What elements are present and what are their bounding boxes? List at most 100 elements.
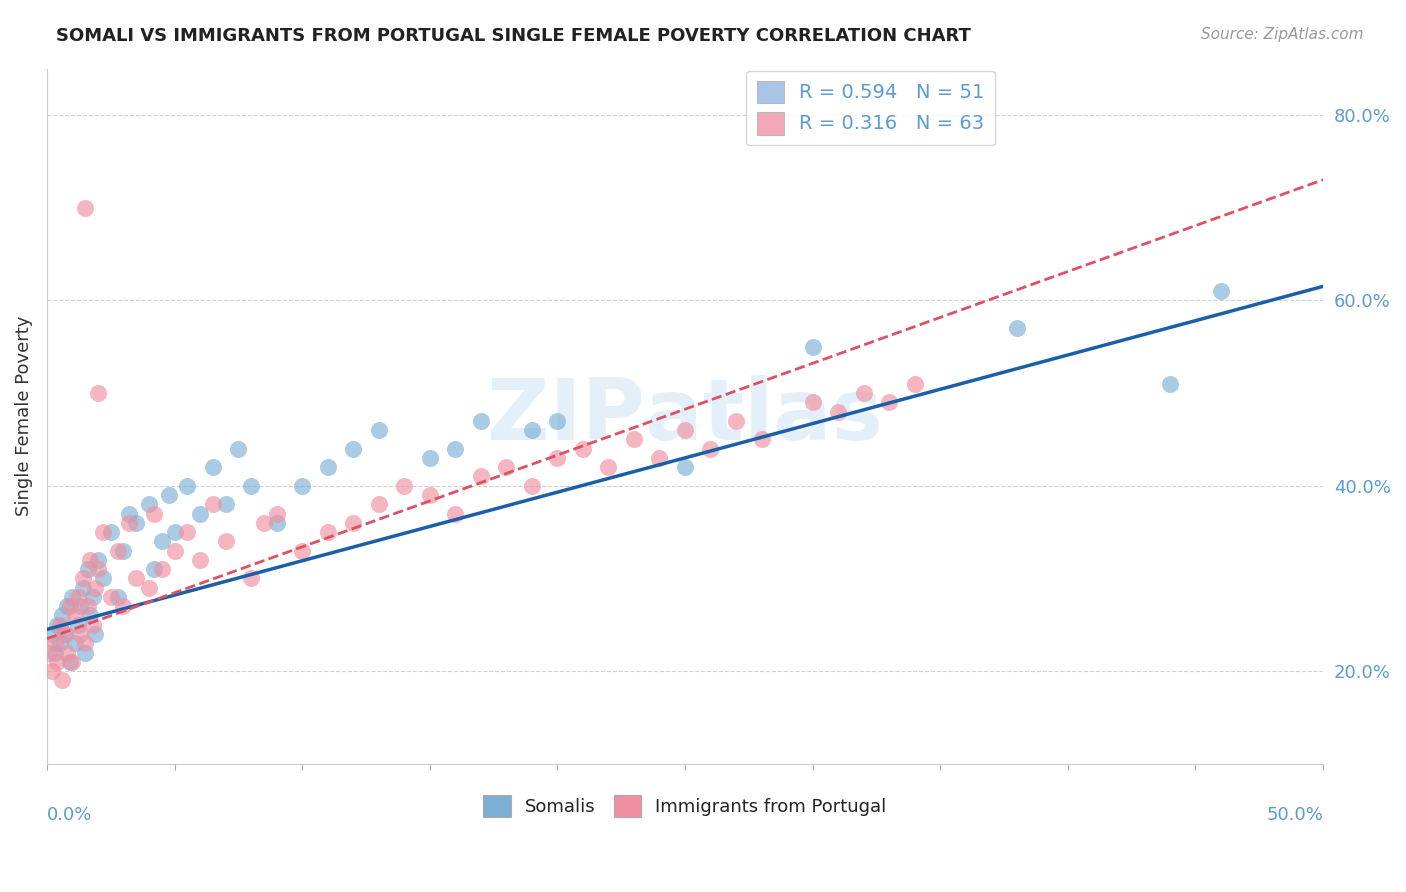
Point [546, 450, 568, 465]
Point [163, 524, 186, 539]
Point [38, 646, 60, 660]
Point [75, 636, 97, 650]
Point [291, 479, 314, 493]
Point [367, 423, 389, 437]
Point [112, 543, 135, 558]
Point [91, 524, 114, 539]
Point [62, 590, 84, 604]
Point [84, 581, 107, 595]
Point [138, 581, 160, 595]
Point [444, 507, 467, 521]
Point [266, 516, 288, 530]
Point [572, 442, 595, 456]
Point [240, 479, 263, 493]
Point [117, 507, 139, 521]
Point [62, 655, 84, 669]
Point [673, 460, 696, 475]
Point [520, 423, 543, 437]
Point [163, 543, 186, 558]
Point [125, 571, 148, 585]
Point [801, 395, 824, 409]
Point [79, 608, 101, 623]
Point [342, 442, 364, 456]
Point [877, 395, 900, 409]
Point [56, 599, 79, 614]
Text: 50.0%: 50.0% [1267, 805, 1323, 823]
Point [59, 599, 82, 614]
Point [444, 442, 467, 456]
Point [240, 571, 263, 585]
Point [112, 599, 135, 614]
Point [150, 562, 173, 576]
Point [72, 581, 94, 595]
Point [342, 516, 364, 530]
Point [470, 469, 492, 483]
Text: SOMALI VS IMMIGRANTS FROM PORTUGAL SINGLE FEMALE POVERTY CORRELATION CHART: SOMALI VS IMMIGRANTS FROM PORTUGAL SINGL… [56, 27, 972, 45]
Point [495, 460, 517, 475]
Point [176, 479, 198, 493]
Point [48, 636, 70, 650]
Point [724, 414, 747, 428]
Point [226, 442, 249, 456]
Point [46, 655, 69, 669]
Point [53, 627, 76, 641]
Point [188, 553, 211, 567]
Point [44, 646, 66, 660]
Point [87, 386, 110, 401]
Text: 0.0%: 0.0% [46, 805, 93, 823]
Point [367, 497, 389, 511]
Point [143, 507, 166, 521]
Point [79, 553, 101, 567]
Point [87, 562, 110, 576]
Point [546, 414, 568, 428]
Point [75, 646, 97, 660]
Point [117, 516, 139, 530]
Point [100, 590, 122, 604]
Point [59, 655, 82, 669]
Point [201, 460, 224, 475]
Point [56, 646, 79, 660]
Point [751, 433, 773, 447]
Point [82, 617, 104, 632]
Point [827, 404, 849, 418]
Point [91, 571, 114, 585]
Point [46, 617, 69, 632]
Point [100, 524, 122, 539]
Point [1159, 376, 1181, 391]
Point [48, 617, 70, 632]
Legend: Somalis, Immigrants from Portugal: Somalis, Immigrants from Portugal [477, 788, 894, 824]
Point [63, 608, 86, 623]
Point [69, 627, 91, 641]
Point [87, 553, 110, 567]
Point [291, 543, 314, 558]
Point [76, 562, 98, 576]
Point [107, 543, 129, 558]
Point [1209, 284, 1232, 298]
Point [904, 376, 927, 391]
Point [53, 627, 76, 641]
Point [44, 636, 66, 650]
Point [66, 590, 89, 604]
Point [125, 516, 148, 530]
Point [75, 201, 97, 215]
Point [266, 507, 288, 521]
Point [157, 488, 180, 502]
Point [41, 627, 63, 641]
Point [176, 524, 198, 539]
Point [82, 590, 104, 604]
Point [801, 340, 824, 354]
Point [598, 460, 620, 475]
Point [51, 608, 73, 623]
Point [201, 497, 224, 511]
Point [419, 450, 441, 465]
Point [214, 534, 236, 549]
Point [392, 479, 415, 493]
Point [214, 497, 236, 511]
Point [520, 479, 543, 493]
Point [84, 627, 107, 641]
Point [72, 571, 94, 585]
Point [623, 433, 645, 447]
Point [253, 516, 276, 530]
Point [66, 617, 89, 632]
Y-axis label: Single Female Poverty: Single Female Poverty [15, 316, 32, 516]
